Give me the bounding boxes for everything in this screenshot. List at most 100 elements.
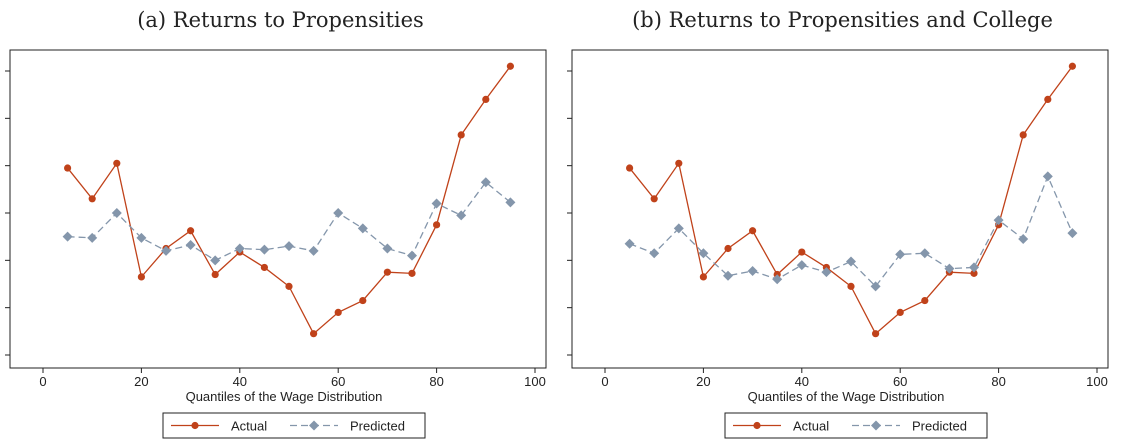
data-point-actual (359, 296, 367, 305)
chart-title-b: (b) Returns to Propensities and College (632, 8, 1053, 32)
x-tick-label: 60 (331, 374, 345, 389)
data-point-predicted (944, 263, 955, 274)
data-point-predicted (895, 249, 906, 260)
legend-marker-actual (191, 421, 199, 430)
data-point-actual (408, 269, 416, 277)
plot-frame (9, 49, 547, 369)
data-point-predicted (480, 177, 491, 188)
y-tick-label: .04 (562, 299, 565, 317)
data-point-predicted (673, 223, 684, 234)
data-point-actual (724, 244, 732, 253)
legend-marker-predicted (871, 420, 881, 431)
data-point-predicted (846, 256, 856, 267)
data-point-predicted (161, 245, 171, 256)
data-point-actual (749, 227, 757, 235)
legend-label-actual: Actual (793, 419, 829, 434)
data-point-predicted (308, 245, 319, 256)
data-point-actual (383, 268, 391, 276)
y-tick-label: .06 (0, 251, 3, 269)
data-point-actual (626, 164, 634, 172)
x-tick-label: 80 (429, 374, 443, 389)
data-point-predicted (772, 274, 783, 285)
data-point-actual (699, 273, 707, 281)
series-line-actual (629, 65, 1073, 335)
data-point-predicted (210, 255, 221, 266)
data-point-predicted (111, 208, 122, 218)
legend-marker-predicted (309, 420, 319, 431)
data-point-predicted (747, 265, 758, 276)
data-point-actual (260, 263, 268, 272)
data-point-predicted (456, 210, 467, 221)
data-point-actual (64, 164, 72, 172)
x-tick-label: 20 (134, 374, 148, 389)
y-tick-label: .14 (0, 62, 3, 80)
data-point-actual (285, 282, 293, 290)
chart-a-svg: .02 .04 .06 .08 .1 .12 .14 0 20 40 60 80 100 Quantile… (0, 49, 547, 439)
data-point-actual (433, 221, 441, 229)
data-point-predicted (357, 223, 368, 234)
data-point-predicted (333, 208, 344, 218)
data-point-actual (872, 330, 880, 338)
series-line-actual (67, 65, 511, 335)
data-point-actual (506, 62, 514, 70)
data-point-actual (675, 159, 683, 167)
data-point-actual (896, 308, 904, 316)
data-point-actual (137, 273, 145, 281)
chart-b-svg: .02 .04 .06 .08 .1 .12 .14 0 20 40 60 80 100 Quantile… (562, 49, 1109, 439)
legend-label-actual: Actual (231, 419, 267, 434)
y-tick-label: .04 (0, 299, 3, 317)
data-point-predicted (382, 243, 393, 254)
legend: Actual Predicted (724, 412, 988, 439)
data-point-actual (88, 195, 96, 203)
x-axis-label: Quantiles of the Wage Distribution (186, 389, 383, 404)
data-point-actual (650, 195, 658, 203)
legend-label-predicted: Predicted (350, 419, 405, 434)
data-point-actual (457, 131, 465, 139)
data-point-predicted (1067, 228, 1078, 239)
data-point-predicted (624, 238, 635, 249)
y-tick-label: .02 (0, 346, 3, 364)
data-point-predicted (136, 232, 147, 243)
data-point-predicted (259, 244, 270, 255)
y-tick-label: .12 (0, 109, 3, 127)
data-point-predicted (723, 270, 733, 281)
plot-frame (571, 49, 1109, 369)
data-point-actual (798, 248, 806, 256)
y-tick-label: .08 (562, 204, 565, 222)
legend-marker-actual (753, 421, 761, 430)
x-tick-label: 40 (233, 374, 247, 389)
x-tick-label: 0 (39, 374, 46, 389)
data-point-predicted (62, 231, 73, 242)
data-point-actual (1019, 131, 1027, 139)
chart-title-a: (a) Returns to Propensities (137, 8, 424, 32)
y-tick-label: .06 (562, 251, 565, 269)
x-tick-label: 100 (524, 374, 546, 389)
data-point-predicted (87, 232, 98, 243)
x-tick-label: 60 (893, 374, 907, 389)
data-point-predicted (234, 243, 245, 254)
data-point-actual (970, 269, 978, 277)
data-point-predicted (821, 267, 832, 278)
x-tick-label: 80 (991, 374, 1005, 389)
data-point-predicted (407, 250, 417, 261)
data-point-actual (310, 330, 318, 338)
data-point-actual (1044, 95, 1052, 103)
data-point-predicted (1018, 234, 1029, 245)
chart-panel-a: (a) Returns to Propensities .02 .04 .06 .08… (0, 0, 561, 443)
y-tick-label: .1 (562, 160, 565, 171)
y-tick-label: .08 (0, 204, 3, 222)
x-tick-label: 40 (795, 374, 809, 389)
legend: Actual Predicted (162, 412, 426, 439)
data-point-predicted (505, 197, 516, 208)
data-point-predicted (796, 260, 807, 271)
x-tick-label: 100 (1086, 374, 1108, 389)
y-tick-label: .12 (562, 109, 565, 127)
data-point-predicted (185, 239, 196, 250)
y-tick-label: .14 (562, 62, 565, 80)
legend-label-predicted: Predicted (912, 419, 967, 434)
chart-panel-b: (b) Returns to Propensities and College … (562, 0, 1123, 443)
data-point-predicted (919, 248, 930, 259)
data-point-actual (334, 308, 342, 316)
data-point-actual (187, 227, 195, 235)
data-point-predicted (870, 281, 881, 292)
